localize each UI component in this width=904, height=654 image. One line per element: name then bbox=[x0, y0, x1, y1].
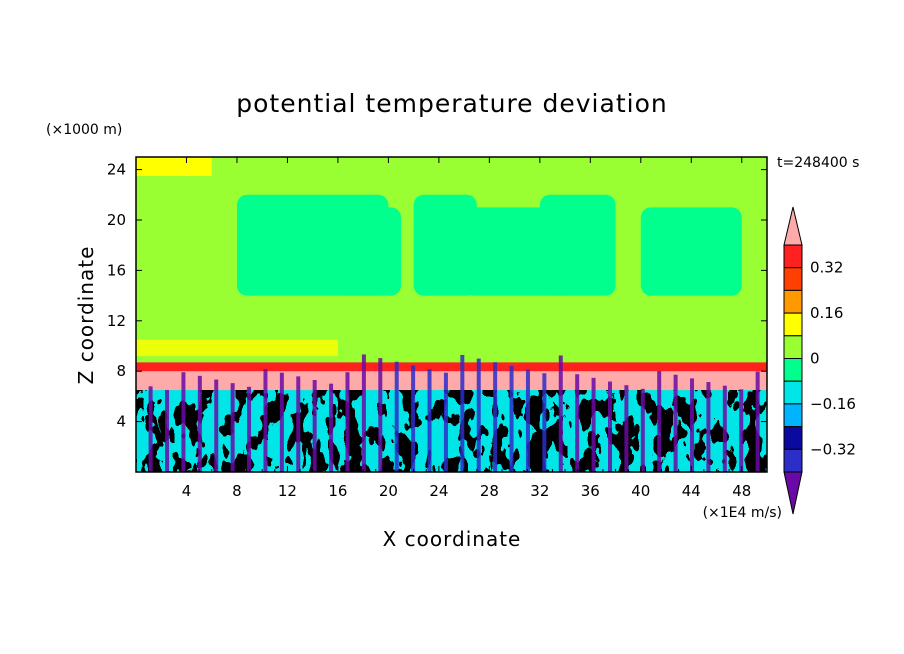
field-plume bbox=[591, 377, 596, 472]
y-axis-ticks: 4 8 12 16 20 24 bbox=[107, 161, 767, 431]
field-cool-patch bbox=[539, 194, 616, 296]
field-cool-patch bbox=[337, 207, 402, 296]
colorbar-label: 0 bbox=[810, 350, 820, 368]
field-plume bbox=[624, 385, 629, 472]
field-plume bbox=[148, 386, 153, 472]
field-plume bbox=[361, 354, 366, 472]
colorbar-upper-extension bbox=[783, 206, 803, 246]
field-plume bbox=[460, 354, 465, 472]
field-plume bbox=[640, 388, 645, 472]
field-plume bbox=[230, 383, 235, 472]
field-plume bbox=[214, 379, 219, 472]
x-tick-label: 36 bbox=[581, 482, 600, 500]
y-tick-label: 24 bbox=[107, 161, 126, 179]
field-plume bbox=[493, 362, 498, 472]
field-plume bbox=[607, 381, 612, 472]
field-warm-band bbox=[136, 362, 767, 374]
y-tick-label: 12 bbox=[107, 312, 126, 330]
field-plume bbox=[197, 375, 202, 472]
field-plume bbox=[312, 380, 317, 472]
field-plume bbox=[657, 371, 662, 472]
field-plume bbox=[394, 361, 399, 472]
colorbar-label: −0.32 bbox=[810, 440, 856, 458]
x-tick-label: 28 bbox=[480, 482, 499, 500]
colorbar-label: −0.16 bbox=[810, 395, 856, 413]
colorbar-segment bbox=[783, 267, 803, 291]
y-unit-label: (×1000 m) bbox=[46, 122, 122, 138]
x-unit-label: (×1E4 m/s) bbox=[703, 505, 782, 521]
field-plume bbox=[739, 389, 744, 472]
field-plume bbox=[296, 376, 301, 472]
colorbar-label: 0.16 bbox=[810, 304, 843, 322]
colorbar-segment bbox=[783, 312, 803, 337]
field-plume bbox=[181, 372, 186, 472]
y-axis-title: Z coordinate bbox=[74, 246, 98, 385]
time-label: t=248400 s bbox=[777, 155, 859, 171]
colorbar-segment bbox=[783, 380, 803, 405]
field-cool-patch bbox=[413, 194, 477, 296]
field-plume bbox=[525, 369, 530, 472]
field-plume bbox=[345, 372, 350, 472]
field-plume bbox=[247, 386, 252, 472]
colorbar-segment bbox=[783, 335, 803, 359]
field-plume bbox=[706, 382, 711, 472]
field-plume bbox=[542, 373, 547, 472]
x-tick-label: 48 bbox=[732, 482, 751, 500]
field-plume bbox=[558, 355, 563, 472]
y-tick-label: 16 bbox=[107, 261, 126, 279]
x-tick-label: 16 bbox=[328, 482, 347, 500]
field-plume bbox=[443, 372, 448, 472]
x-tick-label: 20 bbox=[379, 482, 398, 500]
x-tick-label: 8 bbox=[232, 482, 242, 500]
field-plume bbox=[476, 358, 481, 472]
x-tick-label: 32 bbox=[530, 482, 549, 500]
chart-title: potential temperature deviation bbox=[236, 89, 667, 118]
field-plume bbox=[575, 374, 580, 472]
colorbar-lower-extension bbox=[783, 471, 803, 515]
field-cool-patch bbox=[640, 207, 742, 296]
field-plume bbox=[509, 365, 514, 472]
colorbar-label: 0.32 bbox=[810, 259, 843, 277]
x-tick-label: 40 bbox=[631, 482, 650, 500]
colorbar-segment bbox=[783, 289, 803, 314]
field-plume bbox=[165, 389, 170, 472]
x-axis-title: X coordinate bbox=[383, 527, 522, 551]
y-tick-label: 20 bbox=[107, 211, 126, 229]
field-lower-cold-eddies bbox=[136, 390, 767, 472]
field-plume bbox=[329, 383, 334, 472]
field-plume bbox=[263, 369, 268, 472]
x-tick-label: 12 bbox=[278, 482, 297, 500]
field-plume bbox=[378, 358, 383, 472]
field-plume bbox=[722, 385, 727, 472]
y-tick-label: 8 bbox=[116, 362, 126, 380]
heatmap-field bbox=[136, 157, 767, 472]
x-tick-label: 4 bbox=[182, 482, 192, 500]
field-plume bbox=[279, 372, 284, 472]
field-top-warm bbox=[136, 157, 212, 176]
colorbar-segment bbox=[783, 358, 803, 382]
field-plume bbox=[690, 378, 695, 472]
field-plume bbox=[673, 374, 678, 472]
y-tick-label: 4 bbox=[116, 413, 126, 431]
field-yellow-band bbox=[136, 339, 338, 357]
field-plume bbox=[427, 369, 432, 472]
colorbar-segment bbox=[783, 426, 803, 450]
colorbar-segment bbox=[783, 448, 803, 473]
colorbar-segment bbox=[783, 244, 803, 269]
x-tick-label: 44 bbox=[682, 482, 701, 500]
field-plume bbox=[755, 371, 760, 472]
colorbar: 0.32 0.16 0 −0.16 −0.32 bbox=[783, 206, 856, 515]
colorbar-segment bbox=[783, 403, 803, 428]
x-tick-label: 24 bbox=[429, 482, 448, 500]
field-plume bbox=[411, 365, 416, 472]
x-axis-ticks: 4 8 12 16 20 24 28 32 36 40 44 48 bbox=[148, 157, 755, 500]
